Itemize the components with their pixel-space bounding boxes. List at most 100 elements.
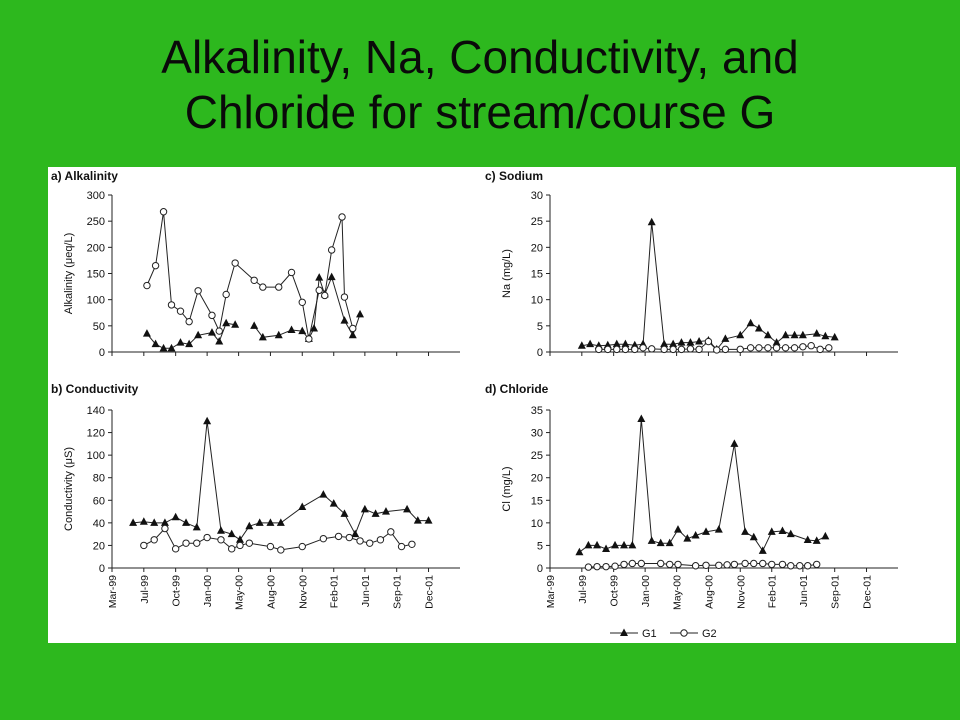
data-point-g2 <box>259 283 267 291</box>
data-point-g1 <box>298 502 307 511</box>
data-point-g2 <box>759 559 767 568</box>
chart-title: d) Chloride <box>485 382 549 396</box>
data-point-g1 <box>637 414 646 423</box>
data-point-g2 <box>781 344 790 352</box>
data-point-g1 <box>754 323 763 332</box>
x-tick-label: Mar-99 <box>545 575 557 608</box>
data-point-g1 <box>356 309 365 318</box>
data-point-g2 <box>713 346 721 354</box>
y-tick-label: 0 <box>537 347 543 359</box>
data-point-g2 <box>340 293 349 301</box>
data-point-g1 <box>758 546 767 554</box>
data-point-g2 <box>816 345 824 354</box>
data-point-g2 <box>319 534 328 543</box>
data-point-g1 <box>821 531 830 540</box>
data-point-g2 <box>715 561 723 569</box>
y-tick-label: 5 <box>537 321 543 333</box>
data-point-g1 <box>258 332 267 341</box>
data-point-g2 <box>143 281 151 290</box>
series-line-g1 <box>581 222 835 351</box>
data-point-g1 <box>276 518 285 526</box>
figure-svg: a) Alkalinity050100150200250300Alkalinit… <box>48 167 956 643</box>
data-point-g2 <box>298 542 306 551</box>
data-point-g1 <box>763 330 772 339</box>
data-point-g2 <box>750 559 758 568</box>
data-point-g1 <box>266 518 275 526</box>
data-point-g2 <box>231 259 239 267</box>
chart-d: d) Chloride 0 5 10 15 20 25 30 35 Cl (mg/L) Mar-99… <box>485 382 898 610</box>
y-tick-label: 250 <box>87 216 105 228</box>
data-point-g2 <box>704 337 713 346</box>
data-point-g1 <box>203 416 212 425</box>
data-point-g1 <box>721 334 730 342</box>
data-point-g1 <box>612 339 621 348</box>
data-point-g1 <box>274 330 283 339</box>
x-tick-label: Dec-01 <box>862 575 874 609</box>
y-tick-label: 40 <box>93 518 105 530</box>
data-point-g1 <box>315 273 324 281</box>
data-point-g2 <box>639 344 647 352</box>
data-point-g1 <box>683 534 692 542</box>
y-tick-label: 100 <box>87 450 105 462</box>
data-point-g2 <box>723 561 731 569</box>
data-point-g1 <box>340 316 349 324</box>
data-point-g2 <box>376 536 385 544</box>
data-point-g2 <box>665 560 674 569</box>
data-point-g2 <box>768 560 776 569</box>
data-point-g2 <box>345 533 354 542</box>
data-point-g1 <box>736 330 745 339</box>
data-point-g2 <box>730 560 739 569</box>
x-tick-label: Aug-00 <box>703 575 715 609</box>
chart-title: a) Alkalinity <box>51 169 118 183</box>
y-tick-label: 15 <box>531 269 543 281</box>
data-point-g1 <box>151 339 160 348</box>
data-point-g1 <box>702 527 711 535</box>
data-point-g2 <box>338 213 346 221</box>
data-point-g2 <box>807 342 815 350</box>
data-point-g2 <box>222 290 230 299</box>
data-point-g2 <box>334 532 343 541</box>
x-tick-label: May-00 <box>234 575 246 610</box>
y-axis-label: Na (mg/L) <box>501 249 513 298</box>
data-point-g1 <box>298 326 307 335</box>
data-point-g1 <box>686 338 695 346</box>
data-point-g1 <box>255 518 264 526</box>
data-point-g1 <box>660 339 669 348</box>
y-tick-label: 150 <box>87 269 105 281</box>
y-axis-label: Conductivity (μS) <box>63 447 75 531</box>
data-point-g1 <box>194 330 203 339</box>
data-point-g2 <box>203 533 211 542</box>
data-point-g1 <box>139 517 148 525</box>
data-point-g1 <box>647 536 656 544</box>
data-point-g2 <box>315 286 323 294</box>
data-point-g2 <box>631 345 639 354</box>
data-point-g2 <box>660 345 668 354</box>
data-point-g1 <box>348 330 357 339</box>
y-tick-label: 30 <box>531 428 543 440</box>
data-point-g1 <box>129 518 138 526</box>
x-tick-label: Oct-99 <box>609 575 621 607</box>
x-tick-label: Jan-00 <box>640 575 652 607</box>
data-point-g2 <box>628 559 637 568</box>
data-point-g1 <box>235 535 244 543</box>
data-point-g1 <box>150 518 159 526</box>
data-point-g2 <box>584 563 593 571</box>
data-point-g1 <box>310 323 319 332</box>
data-point-g2 <box>194 287 202 295</box>
data-point-g1 <box>628 540 637 549</box>
data-point-g2 <box>648 345 656 353</box>
x-tick-label: Mar-99 <box>107 575 119 608</box>
y-tick-label: 140 <box>87 405 105 417</box>
data-point-g2 <box>266 542 275 551</box>
y-tick-label: 200 <box>87 242 105 254</box>
y-tick-label: 20 <box>531 473 543 485</box>
data-point-g2 <box>611 562 619 570</box>
data-point-g2 <box>151 261 160 270</box>
y-tick-label: 50 <box>93 321 105 333</box>
y-tick-label: 10 <box>531 518 543 530</box>
data-point-g1 <box>575 547 584 556</box>
data-point-g1 <box>250 321 259 329</box>
data-point-g2 <box>245 539 254 547</box>
chart-title: b) Conductivity <box>51 382 139 396</box>
data-point-g2 <box>176 307 185 315</box>
